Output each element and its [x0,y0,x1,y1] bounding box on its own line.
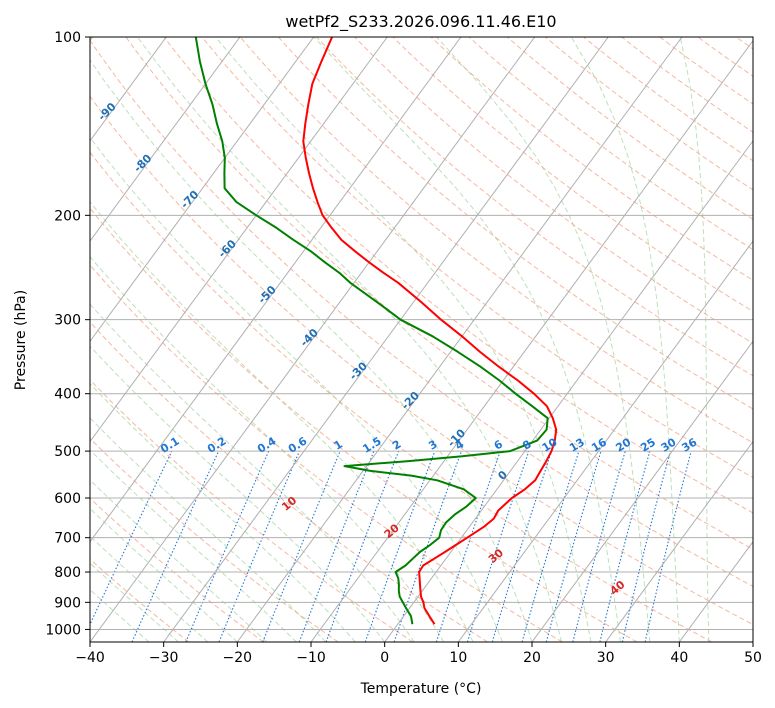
mixing-ratio-line [364,450,436,642]
dry-adiabat [354,37,753,344]
dry-adiabat [90,264,563,642]
x-axis-ticks: −40 −30 −20 −10 0 10 20 30 40 50 [75,642,762,666]
plot-area: 0.10.20.40.611.52346810131620253036-100-… [90,37,753,642]
y-axis-ticks: 100 200 300 400 500 600 700 800 900 1000 [45,30,90,638]
mixing-ratio-line [572,450,626,642]
y-tick-label: 100 [54,30,81,46]
dry-adiabat [506,37,753,221]
dry-adiabat [90,207,638,642]
y-tick-label: 300 [54,313,81,329]
x-axis-label: Temperature (°C) [360,681,482,697]
x-tick-label: 30 [597,650,615,666]
mixing-ratio-line [262,450,341,642]
moist-adiabat [436,37,651,642]
moist-adiabat [90,255,445,642]
moist-adiabat [679,37,710,642]
y-tick-label: 900 [54,595,81,611]
dry-adiabat [239,37,753,444]
dry-adiabat [90,321,488,642]
mixing-ratio-line [521,450,580,642]
dry-adiabat [90,95,753,626]
x-tick-label: −10 [296,650,326,666]
dry-adiabat [583,37,753,162]
sounding-series [194,37,558,625]
dry-adiabat [125,37,753,550]
isotherm [163,37,609,642]
dry-adiabat [316,37,753,377]
dry-adiabat [90,497,264,642]
mixing-ratio-line [599,450,651,642]
mixing-ratio-line [218,450,301,642]
dry-adiabat [90,39,753,588]
isotherm [457,240,753,642]
isotherm [531,340,753,642]
y-tick-label: 1000 [45,622,81,638]
mixing-ratio-line [393,450,463,642]
pressure-gridlines [90,37,753,630]
plot-frame [89,36,754,643]
isotherm [605,440,753,642]
isotherm [90,37,388,443]
dry-adiabats [90,37,753,642]
y-tick-label: 400 [54,387,81,403]
temperature-line [302,37,558,625]
isotherm [310,39,753,642]
mixing-ratio-line [325,450,400,642]
isotherm [236,37,683,642]
x-tick-label: −30 [149,650,179,666]
dry-adiabat [278,37,753,410]
chart-title: wetPf2_S233.2026.096.11.46.E10 [285,12,556,32]
y-tick-label: 200 [54,208,81,224]
dry-adiabat [392,37,753,312]
isotherms [90,37,753,642]
isotherm [90,37,315,343]
x-tick-label: 50 [744,650,762,666]
dry-adiabat [163,37,753,514]
y-tick-label: 600 [54,491,81,507]
mixing-ratio-line [621,450,671,642]
moist-adiabat [90,383,356,642]
dry-adiabat [201,37,753,479]
mixing-ratio-line [90,450,173,626]
y-tick-label: 800 [54,565,81,581]
isotherm [90,37,536,642]
x-tick-label: −40 [75,650,105,666]
dry-adiabat [468,37,753,251]
dewpoint-line [194,37,549,625]
x-tick-label: 20 [523,650,541,666]
x-tick-label: −20 [223,650,253,666]
mixing-ratio-line [298,450,375,642]
y-axis-label: Pressure (hPa) [13,290,29,390]
isotherm [90,37,241,242]
moist-adiabat [570,37,680,642]
y-tick-label: 700 [54,531,81,547]
mixing-ratio-line [644,450,692,642]
isotherm [384,139,753,642]
x-tick-label: 10 [449,650,467,666]
isotherm [90,37,167,142]
x-tick-label: 0 [380,650,389,666]
dry-adiabat [90,151,712,642]
x-tick-label: 40 [670,650,688,666]
y-tick-label: 500 [54,444,81,460]
